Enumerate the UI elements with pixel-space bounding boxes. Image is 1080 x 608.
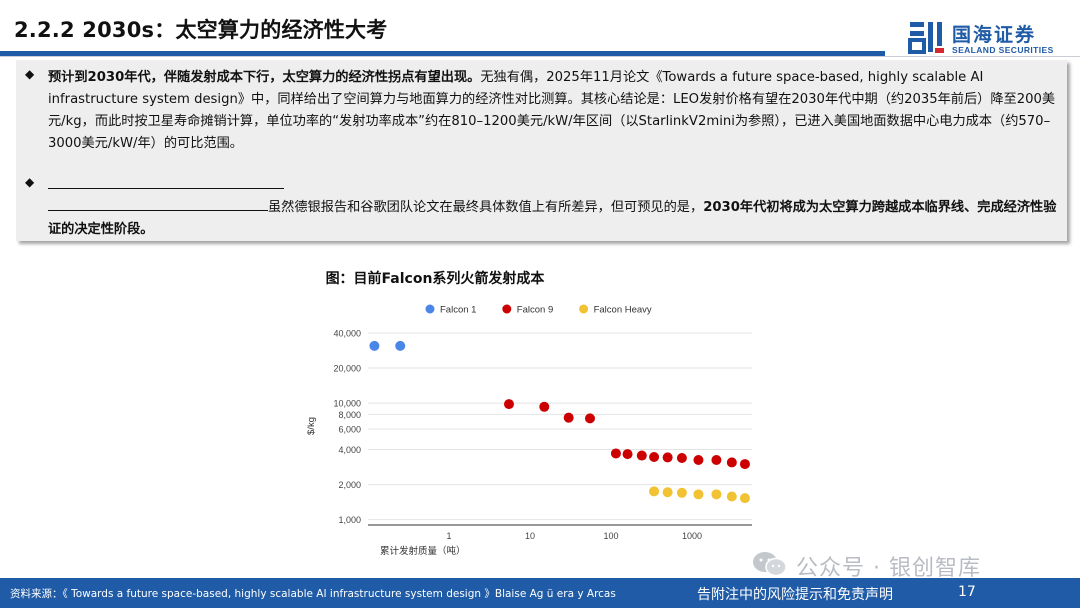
data-point — [726, 457, 737, 468]
source-note: 资料来源：《 Towards a future space-based, hig… — [10, 588, 616, 600]
data-point — [726, 491, 737, 502]
disclaimer-link[interactable]: 告附注中的风险提示和免责声明 — [697, 587, 893, 603]
data-point — [610, 448, 621, 459]
watermark-text: 公众号 · 银创智库 — [796, 556, 981, 581]
para1-body: 无独有偶，2025年11月论文《Towards a future space-b… — [48, 70, 1056, 151]
data-point — [711, 455, 722, 466]
y-tick-label: 8,000 — [338, 410, 361, 420]
y-tick-label: 6,000 — [338, 424, 361, 434]
y-tick-label: 4,000 — [338, 445, 361, 455]
para2-highlight: 2030年代初将成为太空算力跨越成本临界线、完成经济性验证的决定性阶段。 — [48, 200, 1057, 237]
y-axis-label: $/kg — [306, 417, 317, 435]
sealand-logo: 国海证券 SEALAND SECURITIES — [908, 18, 1070, 58]
data-point — [563, 412, 574, 423]
data-point — [636, 450, 647, 461]
data-point — [503, 399, 514, 410]
title-divider — [0, 56, 1080, 57]
data-point — [622, 449, 633, 460]
data-point — [584, 413, 595, 424]
y-tick-label: 40,000 — [333, 328, 361, 338]
para2-body: 虽然德银报告和谷歌团队论文在最终具体数值上有所差异，但可预见的是， — [268, 200, 704, 215]
page-number: 17 — [958, 584, 976, 600]
data-point — [539, 401, 550, 412]
y-tick-label: 2,000 — [338, 480, 361, 490]
summary-paragraph-1: 预计到2030年代，伴随发射成本下行，太空算力的经济性拐点有望出现。无独有偶，2… — [48, 67, 1060, 155]
sealand-logo-icon — [908, 22, 944, 54]
summary-paragraph-2: 虽然德银报告和谷歌团队论文在最终具体数值上有所差异，但可预见的是，2030年代初… — [48, 175, 1060, 241]
x-tick-label: 10 — [525, 531, 535, 541]
bullet-diamond-icon: ◆ — [25, 175, 35, 189]
legend-label: Falcon 9 — [517, 305, 553, 316]
legend-marker — [579, 304, 589, 314]
x-tick-label: 1000 — [682, 531, 702, 541]
logo-name: 国海证券 — [952, 24, 1037, 46]
data-point — [662, 487, 673, 498]
data-point — [676, 453, 687, 464]
y-tick-label: 20,000 — [333, 364, 361, 374]
bullet-diamond-icon: ◆ — [25, 67, 35, 81]
wechat-icon — [753, 552, 787, 577]
para1-highlight: 预计到2030年代，伴随发射成本下行，太空算力的经济性拐点有望出现。 — [48, 70, 481, 85]
logo-subtitle: SEALAND SECURITIES — [952, 45, 1054, 55]
x-tick-label: 1 — [446, 531, 451, 541]
watermark: 公众号 · 银创智库 — [752, 548, 1052, 581]
y-tick-label: 1,000 — [338, 515, 361, 525]
figure-title-text: 图：目前Falcon系列火箭发射成本 — [325, 271, 545, 287]
data-point — [676, 487, 687, 498]
redacted-blank-line — [48, 175, 284, 189]
x-tick-label: 100 — [604, 531, 619, 541]
data-point — [739, 459, 750, 470]
data-point — [395, 340, 406, 351]
legend-marker — [425, 304, 435, 314]
redacted-blank-line — [48, 197, 268, 211]
page-title: 2.2.2 2030s：太空算力的经济性大考 — [14, 18, 388, 42]
header: 2.2.2 2030s：太空算力的经济性大考 国海证券 SEALAND SECU… — [0, 0, 1080, 60]
data-point — [662, 452, 673, 463]
data-point — [369, 340, 380, 351]
summary-box: ◆ 预计到2030年代，伴随发射成本下行，太空算力的经济性拐点有望出现。无独有偶… — [16, 60, 1067, 241]
data-point — [693, 455, 704, 466]
footer-bar: 资料来源：《 Towards a future space-based, hig… — [0, 578, 1080, 608]
data-point — [649, 486, 660, 497]
figure-title: 图：目前Falcon系列火箭发射成本 — [0, 268, 1080, 288]
y-tick-label: 10,000 — [333, 399, 361, 409]
data-point — [649, 451, 660, 462]
legend-label: Falcon 1 — [440, 305, 476, 316]
legend-label: Falcon Heavy — [594, 305, 652, 316]
legend-marker — [502, 304, 512, 314]
data-point — [739, 493, 750, 504]
data-point — [693, 489, 704, 500]
x-axis-label: 累计发射质量（吨） — [380, 545, 466, 557]
title-accent-bar — [0, 51, 885, 57]
data-point — [711, 489, 722, 500]
